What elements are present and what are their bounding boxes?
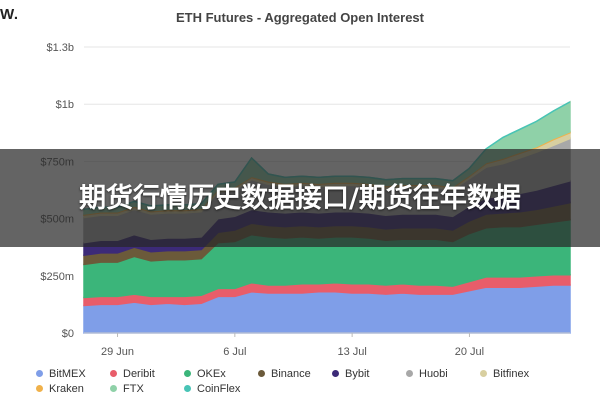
legend-swatch [110, 370, 117, 377]
brand-logo-text: W. [0, 6, 19, 23]
legend-swatch [184, 370, 191, 377]
legend-item-bitmex: BitMEX [36, 366, 110, 381]
legend-swatch [332, 370, 339, 377]
legend-item-bybit: Bybit [332, 366, 406, 381]
legend-swatch [406, 370, 413, 377]
y-tick-label: $0 [62, 328, 74, 340]
legend-item-ftx: FTX [110, 381, 184, 396]
legend-item-kraken: Kraken [36, 381, 110, 396]
legend-item-huobi: Huobi [406, 366, 480, 381]
x-tick-label: 6 Jul [223, 346, 246, 358]
legend-item-binance: Binance [258, 366, 332, 381]
legend-label: CoinFlex [197, 382, 241, 395]
legend-item-coinflex: CoinFlex [184, 381, 258, 396]
legend-label: Huobi [419, 367, 448, 380]
legend-label: Kraken [49, 382, 84, 395]
x-tick-label: 29 Jun [101, 346, 134, 358]
legend-label: Bitfinex [493, 367, 530, 380]
legend-swatch [480, 370, 487, 377]
chart-title: ETH Futures - Aggregated Open Interest [176, 10, 424, 25]
legend-swatch [110, 385, 117, 392]
legend-label: Bybit [345, 367, 370, 380]
y-tick-label: $250m [40, 271, 74, 283]
legend-label: Deribit [123, 367, 155, 380]
chart-legend: BitMEX Deribit OKEx Binance Bybit Huobi Bitfin… [36, 366, 576, 396]
legend-item-deribit: Deribit [110, 366, 184, 381]
legend-swatch [258, 370, 265, 377]
legend-swatch [36, 370, 43, 377]
legend-label: BitMEX [49, 367, 86, 380]
legend-label: Binance [271, 367, 311, 380]
x-tick-label: 13 Jul [337, 346, 366, 358]
legend-swatch [184, 385, 191, 392]
y-tick-label: $1b [56, 99, 74, 111]
overlay-banner: 期货行情历史数据接口/期货往年数据 [0, 149, 600, 247]
y-tick-label: $1.3b [46, 42, 74, 54]
legend-item-okex: OKEx [184, 366, 258, 381]
legend-label: FTX [123, 382, 144, 395]
legend-item-bitfinex: Bitfinex [480, 366, 554, 381]
legend-label: OKEx [197, 367, 226, 380]
x-tick-label: 20 Jul [455, 346, 484, 358]
legend-swatch [36, 385, 43, 392]
banner-text: 期货行情历史数据接口/期货往年数据 [79, 182, 521, 214]
